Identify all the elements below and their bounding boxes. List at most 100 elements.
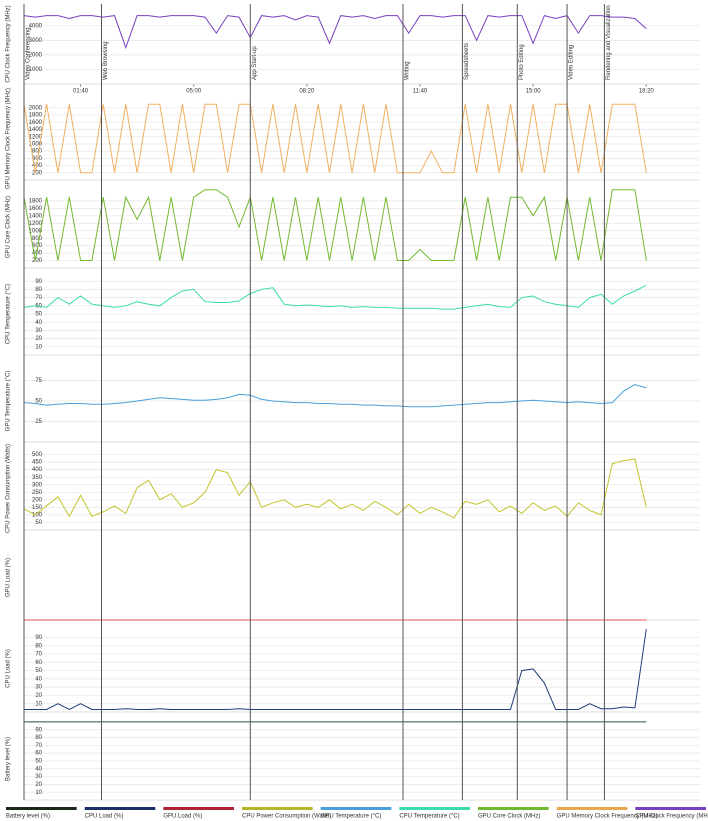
y-tick-label: 200 [32,170,43,176]
event-label: Spreadsheets [464,43,470,80]
legend-swatch [163,807,234,810]
y-tick-label: 30 [35,774,42,780]
y-tick-label: 70 [35,743,42,749]
y-tick-label: 300 [32,482,43,488]
legend-label: GPU Temperature (°C) [321,814,382,820]
y-tick-label: 1000 [29,141,43,147]
y-axis-label: CPU Power Consumption (Watts) [6,444,12,533]
y-tick-label: 50 [35,312,42,318]
y-tick-label: 90 [35,279,42,285]
legend-swatch [478,807,549,810]
legend-label: CPU Power Consumption (Watts) [242,814,331,820]
series-line [23,15,647,50]
y-tick-label: 600 [32,243,43,249]
y-tick-label: 1200 [29,134,43,140]
series-line [24,629,647,711]
y-tick-label: 1800 [29,198,43,204]
y-tick-label: 60 [35,660,42,666]
y-tick-label: 60 [35,751,42,757]
y-tick-label: 400 [32,163,43,169]
y-tick-label: 1000 [29,228,43,234]
y-tick-label: 90 [35,727,42,733]
y-tick-label: 40 [35,320,42,326]
series-line [23,103,647,174]
event-label: Video Conferencing [26,27,32,80]
x-tick-label: 08:20 [299,89,315,95]
y-tick-label: 90 [35,635,42,641]
y-tick-label: 200 [32,497,43,503]
y-tick-label: 20 [35,336,42,342]
y-tick-label: 50 [35,399,42,405]
y-axis-label: CPU Load (%) [6,649,12,688]
y-tick-label: 100 [32,512,43,518]
y-tick-label: 40 [35,676,42,682]
legend-swatch [84,807,156,810]
y-tick-label: 3000 [29,38,43,44]
y-tick-label: 30 [35,685,42,691]
legend-label: CPU Load (%) [85,814,124,820]
y-tick-label: 30 [35,328,42,334]
event-label: App Start-up [252,46,258,80]
y-tick-label: 800 [32,236,43,242]
legend-swatch [556,807,628,810]
series-line [23,458,647,519]
y-tick-label: 70 [35,652,42,658]
series-line [23,384,647,408]
y-tick-label: 1600 [29,206,43,212]
y-tick-label: 200 [32,258,43,264]
y-tick-label: 350 [32,475,43,481]
y-axis-label: GPU Load (%) [6,558,12,597]
legend-label: CPU Temperature (°C) [399,814,459,820]
y-tick-label: 70 [35,295,42,301]
event-label: Web Browsing [103,41,109,80]
legend-swatch [242,807,313,810]
y-tick-label: 2000 [29,52,43,58]
y-tick-label: 250 [32,490,43,496]
legend-label: GPU Core Clock (MHz) [478,814,540,820]
y-axis-label: GPU Temperature (°C) [6,371,12,432]
y-tick-label: 150 [32,505,43,511]
y-axis-label: CPU Temperature (°C) [6,284,12,344]
y-tick-label: 75 [35,378,42,384]
y-axis-label: Battery level (%) [6,737,12,781]
x-tick-label: 05:00 [186,89,202,95]
y-tick-label: 10 [35,701,42,707]
legend-label: GPU Load (%) [163,814,202,820]
event-label: Rendering and Visualization [606,5,612,80]
y-tick-label: 50 [35,668,42,674]
y-tick-label: 80 [35,287,42,293]
y-tick-label: 40 [35,766,42,772]
y-tick-label: 1800 [29,113,43,119]
legend-swatch [399,807,470,810]
legend-label: CPU Clock Frequency (MHz) [635,814,708,820]
y-axis-label: GPU Core Clock (MHz) [6,196,12,258]
legend-label: GPU Memory Clock Frequency (MHz) [557,814,658,820]
legend-swatch [635,807,706,810]
x-tick-label: 11:40 [413,89,428,95]
y-tick-label: 450 [32,460,43,466]
y-tick-label: 20 [35,693,42,699]
y-tick-label: 400 [32,251,43,257]
y-tick-label: 1400 [29,213,43,219]
legend-label: Battery level (%) [6,814,50,820]
y-axis-label: CPU Clock Frequency (MHz) [6,5,12,82]
y-tick-label: 4000 [29,23,43,29]
series-line [23,284,647,310]
y-tick-label: 10 [35,344,42,350]
y-tick-label: 50 [35,520,42,526]
y-tick-label: 1000 [29,67,43,73]
y-tick-label: 400 [32,467,43,473]
y-axis-label: GPU Memory Clock Frequency (MHz) [6,88,12,189]
event-label: Writing [405,61,411,80]
event-label: Photo Editing [519,44,525,80]
x-tick-label: 18:20 [639,89,655,95]
event-label: Video Editing [569,45,575,80]
y-tick-label: 1600 [29,120,43,126]
y-tick-label: 1400 [29,127,43,133]
y-tick-label: 50 [35,759,42,765]
y-tick-label: 2000 [29,105,43,111]
y-tick-label: 80 [35,735,42,741]
legend-swatch [6,807,77,810]
y-tick-label: 25 [35,419,42,425]
